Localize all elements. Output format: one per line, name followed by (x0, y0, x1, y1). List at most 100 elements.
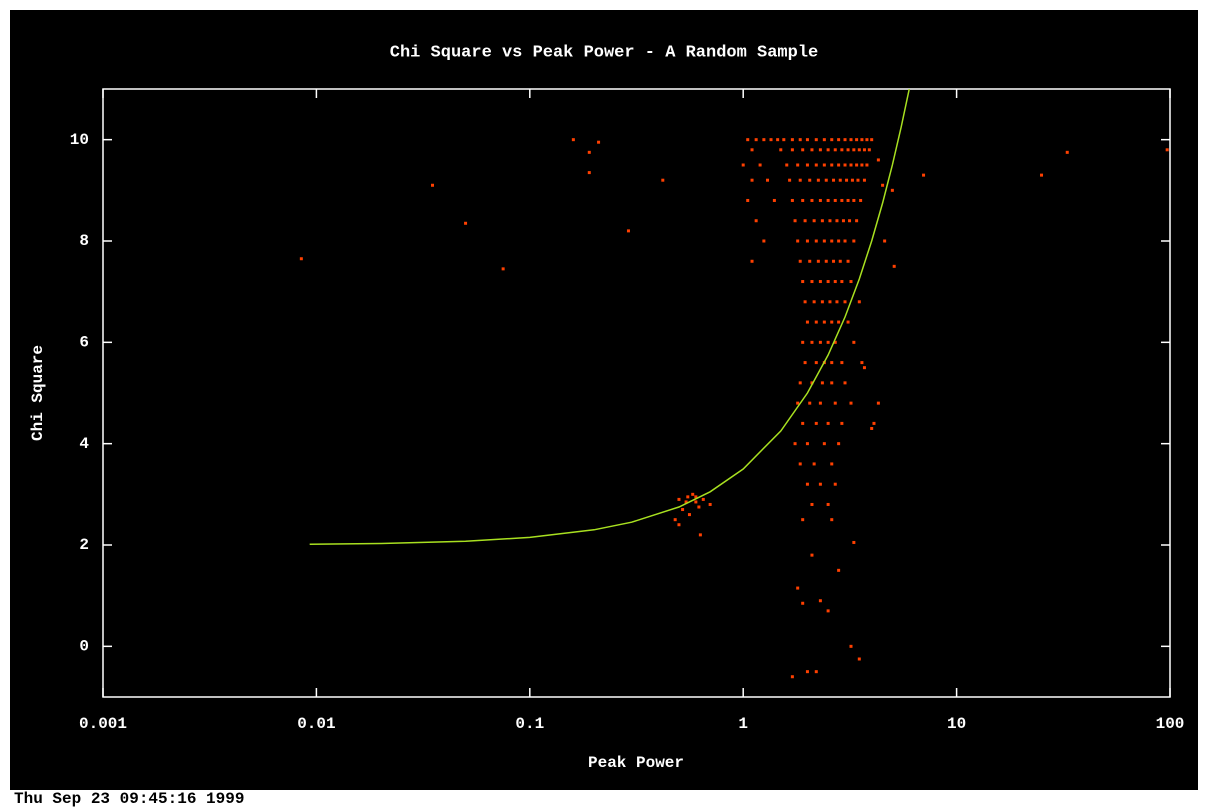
scatter-point (691, 492, 695, 496)
scatter-point (798, 462, 802, 466)
scatter-point (840, 361, 844, 365)
scatter-point (741, 163, 745, 167)
scatter-point (694, 500, 698, 504)
scatter-point (826, 340, 830, 344)
scatter-point (808, 259, 812, 263)
scatter-point (835, 219, 839, 223)
scatter-point (830, 361, 834, 365)
scatter-point (828, 300, 832, 304)
scatter-point (833, 482, 837, 486)
scatter-point (852, 198, 856, 202)
scatter-point (837, 442, 841, 446)
scatter-point (805, 239, 809, 243)
chart-background (10, 10, 1198, 790)
y-tick-label: 0 (79, 638, 89, 656)
x-tick-label: 10 (947, 715, 966, 733)
scatter-point (801, 148, 805, 152)
scatter-point (762, 239, 766, 243)
scatter-point (822, 239, 826, 243)
scatter-point (790, 138, 794, 142)
scatter-point (824, 259, 828, 263)
scatter-point (673, 518, 677, 522)
scatter-point (687, 513, 691, 517)
scatter-point (830, 239, 834, 243)
scatter-point (883, 239, 887, 243)
scatter-point (818, 482, 822, 486)
scatter-point (818, 340, 822, 344)
scatter-point (779, 148, 783, 152)
x-tick-label: 0.001 (79, 715, 127, 733)
scatter-point (805, 670, 809, 674)
scatter-point (876, 401, 880, 405)
scatter-point (810, 280, 814, 284)
scatter-point (708, 502, 712, 506)
y-tick-label: 8 (79, 232, 89, 250)
scatter-point (299, 257, 303, 261)
scatter-point (431, 183, 435, 187)
scatter-point (694, 495, 698, 499)
scatter-point (838, 178, 842, 182)
scatter-point (798, 259, 802, 263)
scatter-point (697, 505, 701, 509)
scatter-point (814, 138, 818, 142)
scatter-point (684, 500, 688, 504)
scatter-point (782, 138, 786, 142)
scatter-point (846, 148, 850, 152)
scatter-point (855, 163, 859, 167)
scatter-point (805, 442, 809, 446)
scatter-point (810, 148, 814, 152)
scatter-point (849, 644, 853, 648)
scatter-point (805, 482, 809, 486)
scatter-point (826, 421, 830, 425)
scatter-point (852, 540, 856, 544)
scatter-point (860, 138, 864, 142)
plot-frame (102, 88, 1171, 698)
scatter-point (701, 497, 705, 501)
scatter-point (677, 523, 681, 527)
scatter-point (822, 320, 826, 324)
scatter-point (661, 178, 665, 182)
scatter-point (830, 138, 834, 142)
scatter-point (860, 361, 864, 365)
scatter-point (790, 148, 794, 152)
scatter-point (810, 502, 814, 506)
scatter-point (843, 381, 847, 385)
scatter-point (587, 150, 591, 154)
scatter-point (820, 300, 824, 304)
scatter-point (776, 138, 780, 142)
scatter-point (790, 198, 794, 202)
scatter-point (801, 601, 805, 605)
scatter-point (816, 259, 820, 263)
scatter-point (810, 381, 814, 385)
scatter-point (816, 178, 820, 182)
scatter-point (818, 401, 822, 405)
timestamp: Thu Sep 23 09:45:16 1999 (14, 790, 244, 807)
scatter-point (840, 198, 844, 202)
scatter-point (803, 219, 807, 223)
scatter-point (587, 171, 591, 175)
scatter-point (876, 158, 880, 162)
scatter-point (849, 163, 853, 167)
scatter-point (830, 320, 834, 324)
scatter-point (822, 138, 826, 142)
scatter-point (855, 219, 859, 223)
scatter-point (793, 442, 797, 446)
scatter-point (832, 178, 836, 182)
scatter-point (862, 148, 866, 152)
scatter-point (820, 381, 824, 385)
scatter-point (769, 138, 773, 142)
scatter-point (796, 239, 800, 243)
scatter-point (822, 163, 826, 167)
scatter-point (626, 229, 630, 233)
scatter-point (867, 148, 871, 152)
scatter-point (808, 401, 812, 405)
scatter-point (812, 462, 816, 466)
scatter-point (852, 239, 856, 243)
y-tick-label: 4 (79, 435, 89, 453)
scatter-point (746, 138, 750, 142)
scatter-point (818, 599, 822, 603)
scatter-point (826, 502, 830, 506)
scatter-point (803, 300, 807, 304)
scatter-point (801, 421, 805, 425)
